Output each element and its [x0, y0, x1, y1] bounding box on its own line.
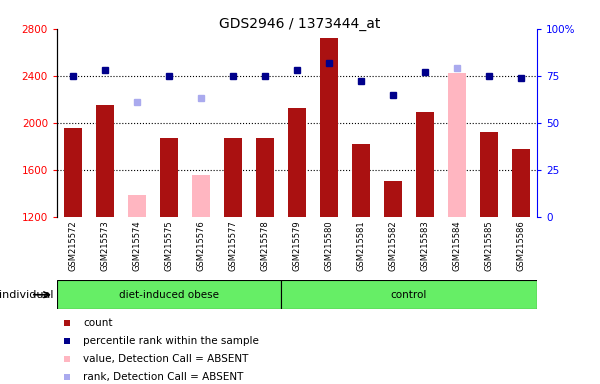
Bar — [480, 132, 498, 217]
Text: individual: individual — [0, 290, 54, 300]
Bar — [64, 127, 82, 217]
Bar — [57, 280, 281, 309]
Text: GDS2946 / 1373444_at: GDS2946 / 1373444_at — [220, 17, 380, 31]
Text: GSM215575: GSM215575 — [164, 220, 173, 271]
Text: rank, Detection Call = ABSENT: rank, Detection Call = ABSENT — [83, 371, 244, 382]
Bar — [281, 280, 537, 309]
Bar — [128, 195, 146, 217]
Bar — [224, 138, 242, 217]
Text: count: count — [83, 318, 113, 328]
Bar — [160, 138, 178, 217]
Bar — [448, 73, 466, 217]
Text: control: control — [391, 290, 427, 300]
Bar — [416, 112, 434, 217]
Text: value, Detection Call = ABSENT: value, Detection Call = ABSENT — [83, 354, 249, 364]
Bar — [384, 180, 402, 217]
Text: GSM215581: GSM215581 — [356, 220, 365, 271]
Bar — [352, 144, 370, 217]
Bar — [192, 175, 210, 217]
Text: GSM215574: GSM215574 — [133, 220, 142, 271]
Bar — [96, 105, 114, 217]
Text: GSM215586: GSM215586 — [517, 220, 526, 271]
Text: GSM215579: GSM215579 — [293, 220, 302, 271]
Text: GSM215577: GSM215577 — [229, 220, 238, 271]
Text: GSM215583: GSM215583 — [421, 220, 430, 271]
Text: percentile rank within the sample: percentile rank within the sample — [83, 336, 259, 346]
Text: GSM215585: GSM215585 — [485, 220, 493, 271]
Bar — [288, 108, 306, 217]
Text: GSM215572: GSM215572 — [68, 220, 77, 271]
Bar — [320, 38, 338, 217]
Text: GSM215573: GSM215573 — [101, 220, 110, 271]
Bar — [512, 149, 530, 217]
Text: GSM215580: GSM215580 — [325, 220, 334, 271]
Text: GSM215576: GSM215576 — [197, 220, 205, 271]
Text: diet-induced obese: diet-induced obese — [119, 290, 219, 300]
Text: GSM215582: GSM215582 — [389, 220, 398, 271]
Bar — [256, 138, 274, 217]
Text: GSM215584: GSM215584 — [452, 220, 461, 271]
Text: GSM215578: GSM215578 — [260, 220, 269, 271]
